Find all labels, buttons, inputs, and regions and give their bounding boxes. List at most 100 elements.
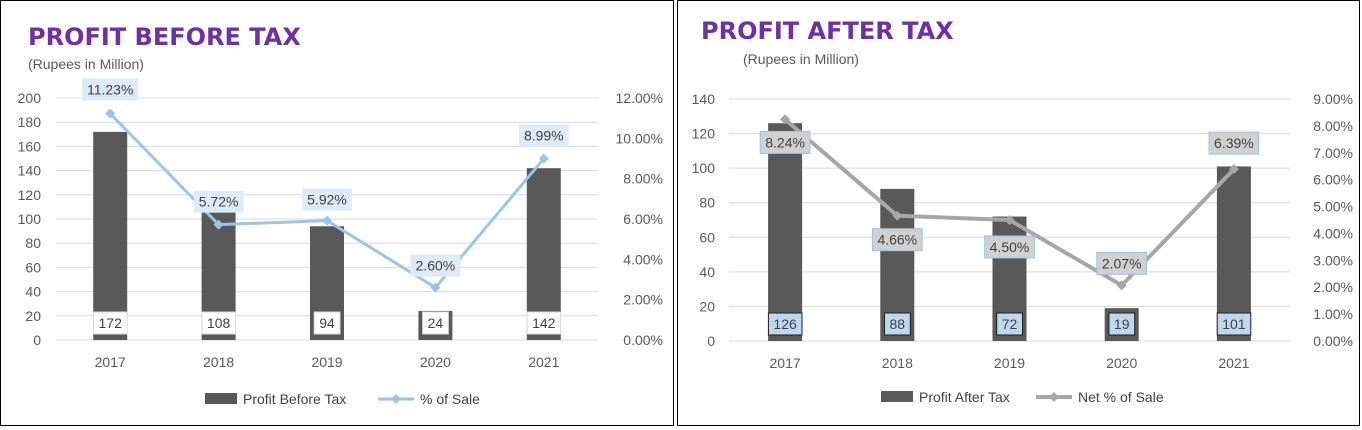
y-tick-label: 120	[692, 126, 716, 142]
legend-swatch-bar	[205, 393, 237, 404]
line-value-label-2017-box	[759, 130, 811, 154]
line-marker-2019	[1004, 215, 1015, 225]
y2-tick-label: 1.00%	[1313, 306, 1353, 322]
y-tick-label: 60	[25, 259, 41, 275]
line-value-label-2017-box	[81, 78, 139, 101]
legend-label-bar: Profit Before Tax	[243, 391, 346, 407]
line-marker-2019	[322, 215, 332, 226]
x-tick-label: 2020	[420, 354, 451, 370]
y2-tick-label: 4.00%	[1313, 225, 1353, 241]
chart-title: PROFIT AFTER TAX	[701, 17, 954, 45]
x-tick-label: 2019	[994, 355, 1025, 371]
x-tick-label: 2019	[311, 354, 342, 370]
line-marker-2018	[213, 219, 224, 230]
line-value-label-2021-box	[518, 124, 569, 147]
line-value-label-2019: 5.92%	[307, 192, 347, 208]
x-tick-label: 2018	[882, 355, 913, 371]
legend-label-line: Net % of Sale	[1078, 389, 1164, 405]
bar-2021	[526, 168, 561, 340]
x-tick-label: 2018	[203, 354, 234, 370]
legend-swatch-bar	[881, 391, 913, 402]
chart-profit-before-tax: PROFIT BEFORE TAX (Rupees in Million) 0 20 4…	[18, 23, 663, 407]
legend-swatch-marker	[391, 394, 401, 404]
chart-panel-profit-before-tax: PROFIT BEFORE TAX (Rupees in Million) 0 20 4…	[0, 0, 674, 426]
bar-value-label-2018: 88	[890, 316, 906, 332]
y2-tick-label: 0.00%	[623, 332, 663, 348]
line-value-label-2020: 2.60%	[416, 258, 456, 274]
y2-tick-label: 10.00%	[616, 130, 663, 146]
line-marker-2020	[1116, 280, 1127, 291]
x-tick-label: 2021	[1218, 355, 1249, 371]
bar-value-label-2020-box	[1108, 312, 1136, 336]
x-tick-label: 2017	[770, 355, 801, 371]
y-tick-label: 0	[33, 332, 41, 348]
y2-tick-label: 9.00%	[1313, 91, 1353, 107]
bar-value-label-2017: 172	[99, 315, 123, 331]
chart-subtitle: (Rupees in Million)	[743, 51, 859, 67]
y-tick-label: 20	[699, 298, 715, 314]
y2-tick-label: 4.00%	[623, 251, 663, 267]
line-value-label-2018: 4.66%	[877, 232, 917, 248]
y2-tick-label: 0.00%	[1313, 333, 1353, 349]
line-marker-2021	[1228, 164, 1239, 175]
y2-tick-label: 6.00%	[623, 211, 663, 227]
bar-value-label-2018: 108	[207, 315, 231, 331]
legend-swatch-marker	[1049, 392, 1059, 402]
line-value-label-2018-box	[871, 228, 923, 252]
y-tick-label: 140	[18, 163, 42, 179]
y2-tick-label: 2.00%	[1313, 279, 1353, 295]
y-tick-label: 80	[25, 235, 41, 251]
bar-2021	[1216, 166, 1251, 341]
y2-tick-label: 8.00%	[623, 171, 663, 187]
line-value-label-2017: 11.23%	[87, 82, 133, 98]
line-value-label-2018-box	[193, 190, 244, 213]
bar-value-label-2018-box	[201, 311, 236, 335]
y2-tick-label: 12.00%	[616, 90, 663, 106]
bar-value-label-2019-box	[313, 311, 341, 335]
line-marker-2017	[780, 114, 791, 125]
legend-label-line: % of Sale	[420, 391, 480, 407]
y-tick-label: 160	[18, 138, 42, 154]
line-value-label-2020-box	[1096, 251, 1148, 275]
bar-value-label-2017: 126	[773, 316, 797, 332]
y-tick-label: 100	[18, 211, 42, 227]
bar-2017	[768, 123, 803, 341]
bar-value-label-2018-box	[884, 312, 911, 336]
y-tick-label: 40	[699, 264, 715, 280]
chart-subtitle: (Rupees in Million)	[28, 56, 144, 72]
y-tick-label: 180	[18, 114, 42, 130]
line-value-label-2019-box	[302, 188, 352, 211]
y2-tick-label: 2.00%	[623, 292, 663, 308]
bar-value-label-2019: 94	[319, 315, 335, 331]
y-tick-label: 60	[699, 229, 715, 245]
line-marker-2020	[430, 282, 441, 293]
bar-value-label-2021: 142	[532, 315, 556, 331]
bar-value-label-2020-box	[422, 311, 449, 335]
bar-value-label-2021-box	[1216, 312, 1252, 336]
y2-tick-label: 5.00%	[1313, 199, 1353, 215]
y-tick-label: 140	[692, 91, 716, 107]
bar-2017	[93, 131, 128, 340]
line-marker-2017	[105, 108, 116, 119]
bar-value-label-2017-box	[767, 312, 803, 336]
line-value-label-2021-box	[1208, 131, 1260, 155]
line-marker-2021	[538, 153, 549, 164]
y-tick-label: 200	[18, 90, 42, 106]
y-tick-label: 40	[25, 284, 41, 300]
line-value-label-2019-box	[984, 235, 1035, 259]
y-tick-label: 0	[707, 333, 715, 349]
chart-title: PROFIT BEFORE TAX	[28, 23, 301, 51]
line-value-label-2017: 8.24%	[765, 134, 805, 150]
line-value-label-2018: 5.72%	[199, 194, 239, 210]
line-value-label-2019: 4.50%	[990, 239, 1030, 255]
bar-value-label-2019-box	[996, 312, 1023, 336]
x-tick-label: 2017	[95, 354, 126, 370]
legend-label-bar: Profit After Tax	[919, 389, 1010, 405]
y2-tick-label: 7.00%	[1313, 145, 1353, 161]
bar-value-label-2020: 24	[428, 315, 444, 331]
y-tick-label: 80	[699, 195, 715, 211]
line-marker-2018	[892, 210, 903, 221]
x-tick-label: 2020	[1106, 355, 1137, 371]
chart-panel-profit-after-tax: PROFIT AFTER TAX (Rupees in Million) 0 20 40…	[677, 0, 1360, 426]
bar-value-label-2017-box	[93, 311, 128, 335]
